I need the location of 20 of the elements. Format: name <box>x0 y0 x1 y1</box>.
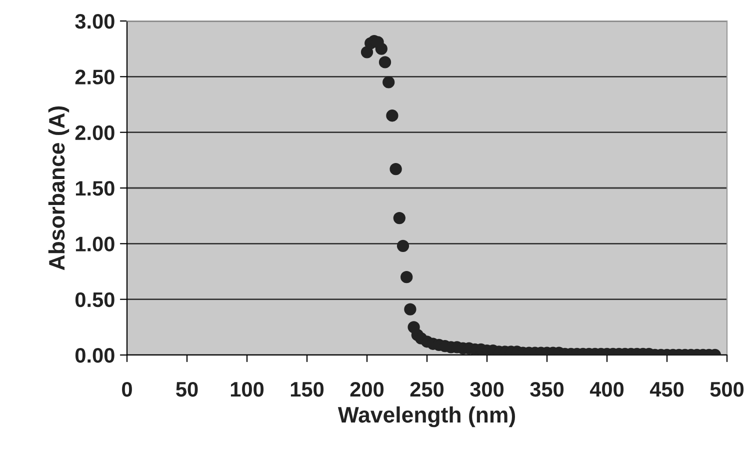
x-tick-label: 150 <box>290 382 324 397</box>
y-axis-title: Absorbance (A) <box>48 106 70 270</box>
y-tick-label: 0.50 <box>75 292 114 308</box>
x-tick-label: 100 <box>230 382 264 397</box>
x-tick-label: 300 <box>470 382 504 397</box>
y-tick-label: 1.50 <box>76 181 114 196</box>
y-tick-label: 3.00 <box>75 14 114 29</box>
x-tick-label: 450 <box>650 382 684 397</box>
y-tick-label: 2.50 <box>75 70 114 84</box>
x-tick-label: 200 <box>350 382 384 397</box>
x-tick-label: 50 <box>176 382 198 397</box>
x-tick-label: 500 <box>710 382 744 397</box>
x-tick-label: 400 <box>590 382 624 397</box>
x-tick-label: 250 <box>410 382 444 397</box>
x-tick-label: 0 <box>122 382 132 397</box>
x-tick-label: 350 <box>530 382 564 397</box>
x-axis-title: Wavelength (nm) <box>338 406 515 428</box>
y-tick-label: 1.00 <box>76 236 114 252</box>
y-tick-label: 2.00 <box>75 125 114 140</box>
y-tick-label: 0.00 <box>75 348 114 363</box>
